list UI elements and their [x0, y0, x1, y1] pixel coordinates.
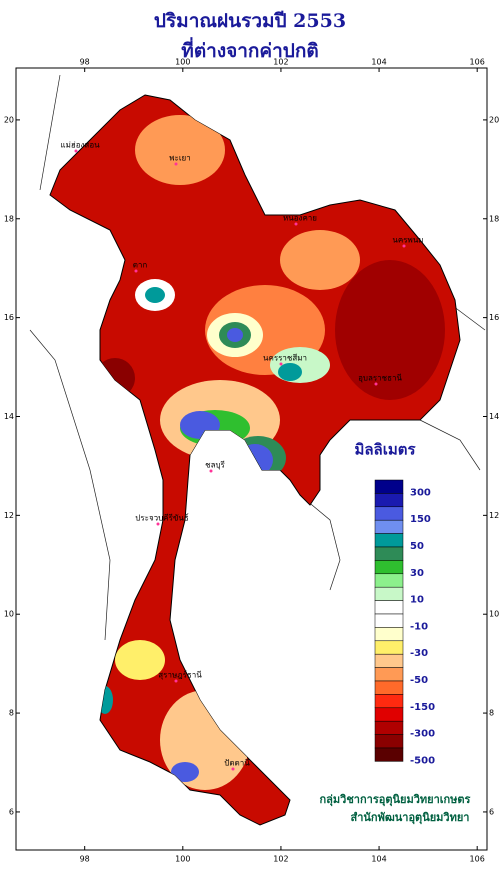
place-label: ตาก [133, 261, 148, 270]
x-tick-label: 102 [273, 855, 288, 864]
land [29, 74, 486, 826]
place-label: สุราษฎร์ธานี [158, 670, 202, 680]
y-tick-label: 16 [489, 313, 499, 322]
anomaly-area [135, 115, 225, 185]
place-label: นครราชสีมา [263, 354, 307, 363]
place-dot [402, 244, 406, 248]
legend-swatch [374, 707, 404, 722]
legend-swatch [374, 747, 404, 762]
legend-swatch [374, 653, 404, 668]
rain-anomaly [95, 115, 445, 790]
legend-label: -150 [410, 702, 435, 713]
x-tick-label: 98 [80, 58, 90, 67]
place-dot [374, 382, 378, 386]
place-dot [209, 469, 213, 473]
legend-label: -10 [410, 621, 428, 632]
legend-label: 30 [410, 568, 424, 579]
legend-swatch [374, 506, 404, 521]
place-dot [174, 162, 178, 166]
place-label: ชลบุรี [205, 461, 225, 470]
place-dot [134, 269, 138, 273]
legend-label: -300 [410, 729, 435, 740]
legend-label: -50 [410, 675, 428, 686]
x-tick-label: 100 [175, 855, 190, 864]
legend-swatch [374, 479, 404, 494]
place-label: พะเยา [169, 154, 190, 163]
x-tick-label: 104 [371, 855, 386, 864]
y-tick-label: 20 [4, 115, 14, 124]
place-dot [156, 522, 160, 526]
legend-swatch [374, 734, 404, 749]
neighbor-border [29, 74, 486, 641]
y-tick-label: 16 [4, 313, 14, 322]
y-tick-label: 14 [489, 412, 499, 421]
legend-swatch [374, 493, 404, 508]
legend-label: 150 [410, 514, 431, 525]
place-label: หนองคาย [283, 214, 317, 223]
x-tick-label: 106 [470, 855, 485, 864]
legend-label: -500 [410, 755, 435, 766]
anomaly-area [270, 347, 330, 383]
y-tick-label: 8 [489, 709, 494, 718]
x-tick-label: 100 [175, 58, 190, 67]
title-line: ที่ต่างจากค่าปกติ [181, 37, 318, 62]
anomaly-area [335, 260, 445, 400]
legend-title: มิลลิเมตร [354, 441, 416, 459]
legend-swatch [374, 640, 404, 655]
y-tick-label: 12 [489, 511, 499, 520]
place-dot [294, 222, 298, 226]
legend-swatch [374, 667, 404, 682]
anomaly-area [278, 363, 302, 381]
y-tick-label: 6 [489, 807, 494, 816]
y-tick-label: 20 [489, 115, 499, 124]
legend-label: 10 [410, 595, 424, 606]
place-label: นครพนม [392, 236, 423, 245]
anomaly-area [145, 287, 165, 303]
place-label: ประจวบคีรีขันธ์ [135, 513, 189, 523]
legend-swatch [374, 627, 404, 642]
legend-swatch [374, 600, 404, 615]
place-dot [74, 149, 78, 153]
credit: สำนักพัฒนาอุตุนิยมวิทยา [351, 811, 470, 825]
legend: มิลลิเมตร 300 150 50 30 10 -10 -30 -50 -150 -300 -… [354, 441, 435, 767]
y-tick-label: 12 [4, 511, 14, 520]
y-tick-label: 6 [9, 807, 14, 816]
place-dot [174, 679, 178, 683]
x-tick-label: 102 [273, 58, 288, 67]
y-tick-label: 10 [489, 610, 499, 619]
y-tick-label: 14 [4, 412, 14, 421]
x-tick-label: 98 [80, 855, 90, 864]
place-label: ปัตตานี [224, 759, 250, 768]
place-label: อุบลราชธานี [358, 374, 402, 383]
legend-swatch [374, 546, 404, 561]
place-label: แม่ฮ่องสอน [60, 141, 100, 150]
legend-swatch [374, 519, 404, 534]
y-tick-label: 8 [9, 709, 14, 718]
y-tick-label: 18 [489, 214, 499, 223]
place-dot [231, 767, 235, 771]
anomaly-area [280, 230, 360, 290]
place-dot [279, 362, 283, 366]
y-tick-label: 10 [4, 610, 14, 619]
x-tick-label: 106 [470, 58, 485, 67]
title-line: ปริมาณฝนรวมปี 2553 [154, 10, 346, 32]
legend-swatch [374, 573, 404, 588]
legend-swatch [374, 533, 404, 548]
anomaly-area [115, 640, 165, 680]
y-tick-label: 18 [4, 214, 14, 223]
legend-swatch [374, 613, 404, 628]
legend-swatch [374, 680, 404, 695]
anomaly-area [171, 762, 199, 782]
credit: กลุ่มวิชาการอุตุนิยมวิทยาเกษตร [320, 793, 471, 807]
legend-swatch [374, 586, 404, 601]
legend-label: -30 [410, 648, 428, 659]
legend-swatch [374, 560, 404, 575]
anomaly-area [227, 328, 243, 342]
legend-label: 300 [410, 487, 431, 498]
legend-swatch [374, 694, 404, 709]
legend-label: 50 [410, 541, 424, 552]
x-tick-label: 104 [371, 58, 386, 67]
legend-swatch [374, 720, 404, 735]
